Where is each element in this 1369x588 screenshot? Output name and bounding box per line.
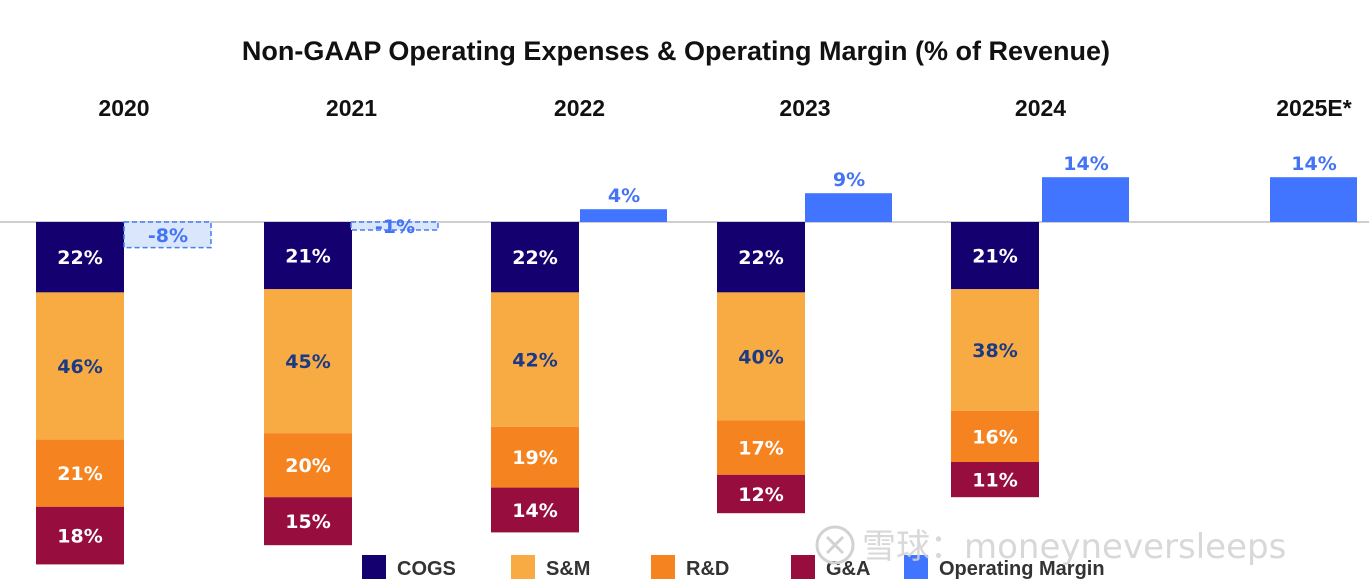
year-label: 2022 — [554, 95, 605, 121]
data-label-rd: 16% — [972, 426, 1017, 448]
data-label-om: -1% — [375, 216, 415, 238]
data-label-om: 4% — [608, 185, 640, 207]
data-label-ga: 11% — [972, 470, 1017, 492]
bar-sm — [717, 292, 805, 421]
data-label-om: 9% — [833, 169, 865, 191]
bars — [36, 177, 1357, 565]
chart-title: Non-GAAP Operating Expenses & Operating … — [242, 36, 1110, 66]
bar-om — [580, 209, 667, 222]
data-label-cogs: 22% — [57, 247, 102, 269]
data-label-rd: 17% — [738, 438, 783, 460]
data-label-om: 14% — [1063, 153, 1108, 175]
legend-label-sm: S&M — [546, 558, 590, 580]
data-label-ga: 14% — [512, 500, 557, 522]
bar-om — [805, 193, 892, 222]
bar-ga — [36, 506, 124, 565]
bar-sm — [491, 292, 579, 427]
legend-label-rd: R&D — [686, 558, 729, 580]
bar-rd — [264, 433, 352, 498]
legend-swatch-ga — [791, 555, 815, 579]
legend-label-cogs: COGS — [397, 558, 456, 580]
data-label-rd: 20% — [285, 455, 330, 477]
bar-sm — [264, 289, 352, 434]
bar-ga — [717, 474, 805, 514]
bar-ga — [491, 487, 579, 533]
year-label: 2020 — [98, 95, 149, 121]
data-label-cogs: 21% — [972, 246, 1017, 268]
data-label-cogs: 21% — [285, 246, 330, 268]
year-labels: 2020 2021 2022 2023 2024 2025E* — [98, 95, 1351, 121]
bar-cogs — [491, 222, 579, 293]
data-label-cogs: 22% — [512, 247, 557, 269]
data-labels: 22% 21% 22% 22% 21% 46% 45% 42% 40% 38% 21% 20% 19% 1… — [57, 153, 1336, 547]
data-label-cogs: 22% — [738, 247, 783, 269]
data-label-sm: 40% — [738, 346, 783, 368]
data-label-om: -8% — [148, 225, 188, 247]
legend-swatch-om — [904, 555, 928, 579]
bar-cogs — [717, 222, 805, 293]
bar-rd — [36, 439, 124, 507]
data-label-ga: 15% — [285, 511, 330, 533]
bar-cogs — [951, 222, 1039, 290]
data-label-sm: 45% — [285, 351, 330, 373]
bar-rd — [951, 410, 1039, 462]
snowball-logo-icon — [815, 525, 855, 565]
bar-sm — [951, 289, 1039, 411]
bar-ga — [264, 497, 352, 546]
bar-cogs — [264, 222, 352, 290]
data-label-sm: 46% — [57, 356, 102, 378]
bar-om — [350, 221, 439, 231]
data-label-sm: 42% — [512, 350, 557, 372]
year-label: 2021 — [326, 95, 377, 121]
watermark-text: 雪球：moneyneversleeps — [862, 527, 1286, 567]
year-label: 2023 — [779, 95, 830, 121]
bar-om — [1042, 177, 1129, 222]
year-label: 2025E* — [1276, 95, 1352, 121]
bar-cogs — [36, 222, 124, 293]
bar-rd — [491, 426, 579, 488]
year-label: 2024 — [1015, 95, 1066, 121]
data-label-om: 14% — [1291, 153, 1336, 175]
data-label-ga: 18% — [57, 526, 102, 548]
data-label-sm: 38% — [972, 340, 1017, 362]
bar-om — [1270, 177, 1357, 222]
legend-swatch-cogs — [362, 555, 386, 579]
bar-sm — [36, 292, 124, 440]
bar-rd — [717, 420, 805, 475]
legend-swatch-sm — [511, 555, 535, 579]
legend: COGS S&M R&D G&A Operating Margin — [362, 555, 1105, 580]
data-label-rd: 21% — [57, 463, 102, 485]
watermark: 雪球：moneyneversleeps — [815, 525, 1286, 567]
legend-swatch-rd — [651, 555, 675, 579]
bar-ga — [951, 462, 1039, 498]
bar-om — [123, 221, 212, 249]
data-label-ga: 12% — [738, 484, 783, 506]
data-label-rd: 19% — [512, 447, 557, 469]
legend-label-om: Operating Margin — [939, 558, 1105, 580]
